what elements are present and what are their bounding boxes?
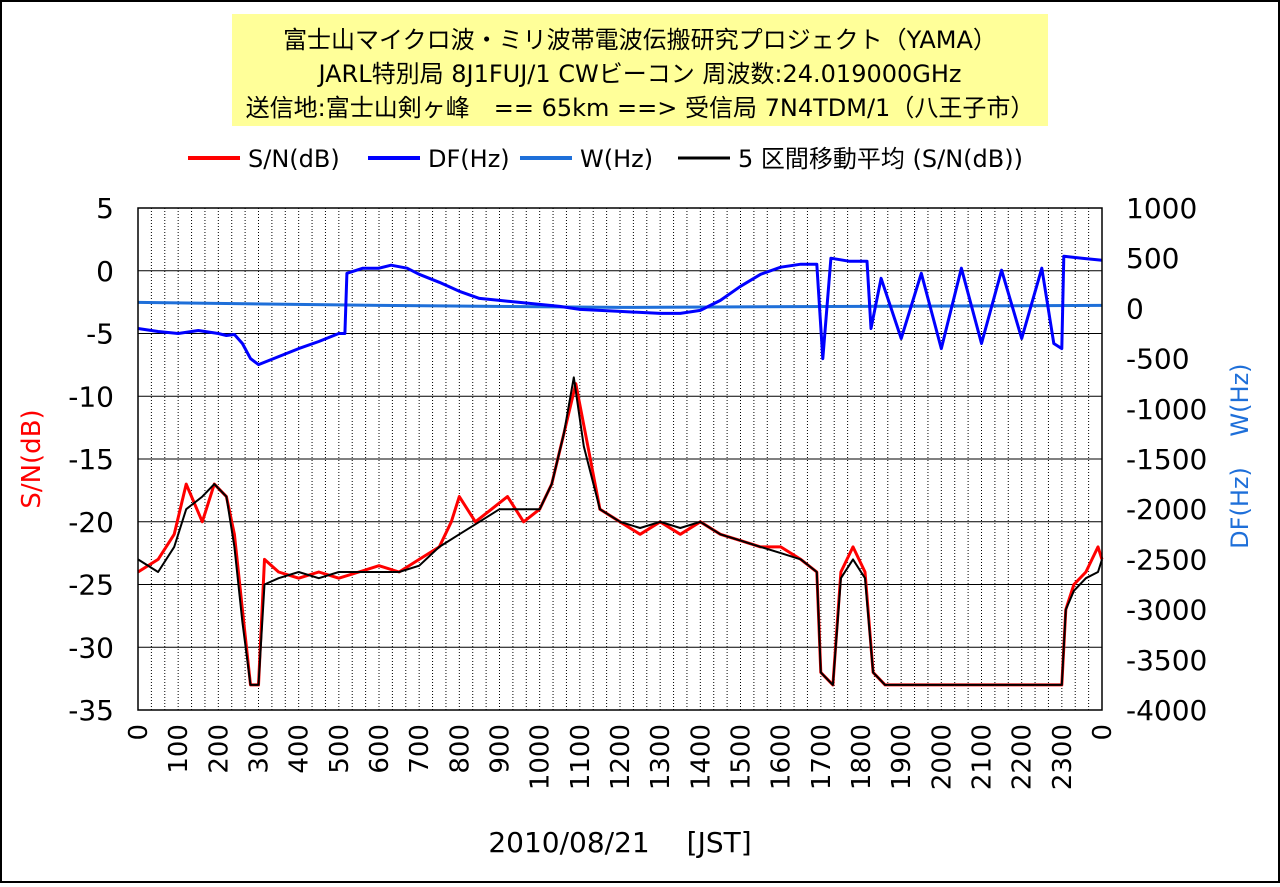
y-left-tick-label: -5 (86, 318, 114, 351)
x-tick-label: 900 (486, 724, 516, 774)
plot-frame (137, 207, 1103, 711)
y-left-tick-label: 0 (96, 255, 114, 288)
x-tick-label: 0 (1088, 724, 1118, 741)
legend-label-sn: S/N(dB) (248, 145, 340, 173)
y-right-tick-label: 500 (1126, 242, 1179, 275)
y-right-tick-label: -2500 (1126, 543, 1207, 576)
y-left-label: S/N(dB) (17, 409, 47, 508)
title-line-1: 富士山マイクロ波・ミリ波帯電波伝搬研究プロジェクト（YAMA） (283, 26, 997, 54)
x-tick-label: 600 (365, 724, 395, 774)
x-tick-label: 1700 (807, 724, 837, 790)
x-tick-label: 1600 (767, 724, 797, 790)
y-left-tick-label: -20 (68, 506, 114, 539)
x-tick-label: 800 (445, 724, 475, 774)
y-right-tick-label: -2000 (1126, 493, 1207, 526)
x-tick-label: 1300 (646, 724, 676, 790)
x-tick-label: 1200 (606, 724, 636, 790)
x-tick-label: 2000 (927, 724, 957, 790)
y-left-tick-label: -30 (68, 631, 114, 664)
x-tick-label: 1800 (847, 724, 877, 790)
y-right-tick-label: -3500 (1126, 644, 1207, 677)
y-left-tick-label: -15 (68, 443, 114, 476)
x-axis-label: 2010/08/21 [JST] (488, 826, 751, 859)
y-right-tick-label: 0 (1126, 292, 1144, 325)
x-tick-label: 1500 (727, 724, 757, 790)
x-tick-label: 1100 (566, 724, 596, 790)
x-tick-label: 1000 (526, 724, 556, 790)
series-line-moving-average (137, 376, 1103, 686)
y-left-ticks: 5 0 -5 -10 -15 -20 -25 -30 -35 (68, 192, 114, 727)
y-right-tick-label: -4000 (1126, 694, 1207, 727)
legend-label-ma: 5 区間移動平均 (S/N(dB)) (738, 145, 1023, 173)
x-tick-label: 300 (245, 724, 275, 774)
y-right-tick-label: 1000 (1126, 192, 1197, 225)
title-line-3: 送信地:富士山剣ヶ峰 == 65km ==> 受信局 7N4TDM/1（八王子市… (246, 94, 1035, 122)
x-tick-label: 400 (285, 724, 315, 774)
x-ticks: 0 100 200 300 400 500 600 700 800 900 1000 1100 1200… (124, 724, 1118, 790)
y-right-label-w: W(Hz) (1226, 363, 1254, 436)
y-right-tick-label: -500 (1126, 343, 1190, 376)
y-right-tick-label: -1500 (1126, 443, 1207, 476)
x-tick-label: 2300 (1048, 724, 1078, 790)
y-right-ticks: 1000 500 0 -500 -1000 -1500 -2000 -2500 -3000 -35… (1126, 192, 1207, 727)
x-tick-label: 500 (325, 724, 355, 774)
title-line-2: JARL特別局 8J1FUJ/1 CWビーコン 周波数:24.019000GHz (316, 60, 961, 88)
x-tick-label: 100 (164, 724, 194, 774)
y-left-tick-label: -10 (68, 380, 114, 413)
x-tick-label: 200 (204, 724, 234, 774)
series-layer (137, 254, 1104, 687)
x-tick-label: 700 (405, 724, 435, 774)
y-left-tick-label: 5 (96, 192, 114, 225)
y-left-tick-label: -35 (68, 694, 114, 727)
legend-label-w: W(Hz) (580, 145, 653, 173)
series-line-w (137, 300, 1103, 309)
legend-label-df: DF(Hz) (428, 145, 510, 173)
y-right-tick-label: -1000 (1126, 393, 1207, 426)
y-right-label-df: DF(Hz) (1226, 467, 1254, 549)
title-box (232, 14, 1048, 126)
x-tick-label: 1400 (686, 724, 716, 790)
y-right-tick-label: -3000 (1126, 594, 1207, 627)
x-tick-label: 2100 (968, 724, 998, 790)
legend: S/N(dB) DF(Hz) W(Hz) 5 区間移動平均 (S/N(dB)) (188, 145, 1023, 173)
y-left-tick-label: -25 (68, 569, 114, 602)
x-tick-label: 1900 (887, 724, 917, 790)
x-tick-label: 0 (124, 724, 154, 741)
series-line-df (137, 254, 1103, 367)
x-tick-label: 2200 (1008, 724, 1038, 790)
